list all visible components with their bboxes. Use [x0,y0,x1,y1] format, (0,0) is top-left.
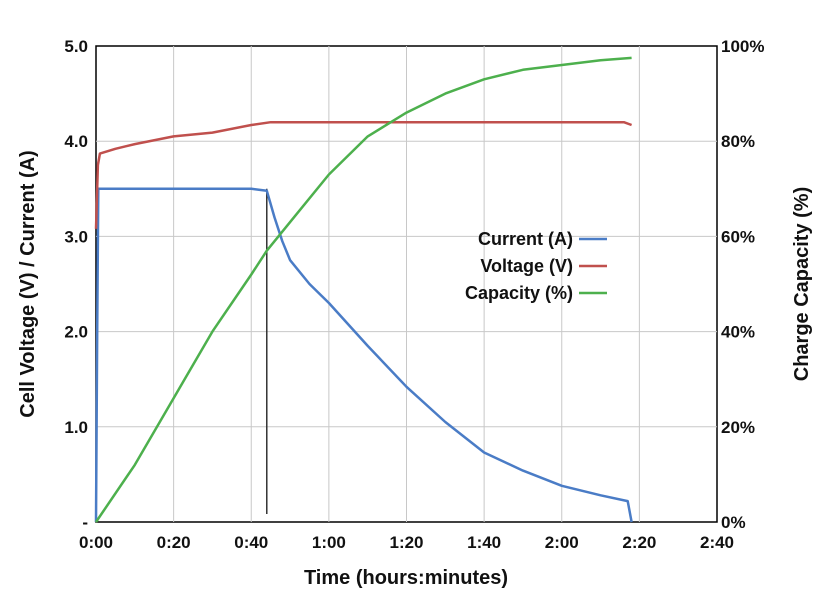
y-left-tick-label: 2.0 [64,323,88,342]
x-axis-title: Time (hours:minutes) [304,567,508,589]
y-right-tick-label: 100% [721,37,764,56]
series-layer [94,56,633,523]
y-axis-right-title: Charge Capacity (%) [791,187,813,382]
x-tick-label: 1:00 [312,533,346,552]
x-tick-label: 2:20 [622,533,656,552]
x-tick-label: 1:40 [467,533,501,552]
y-axis-left-title: Cell Voltage (V) / Current (A) [17,150,39,417]
x-tick-label: 0:00 [79,533,113,552]
x-tick-label: 1:20 [389,533,423,552]
x-tick-label: 2:00 [545,533,579,552]
x-tick-label: 0:40 [234,533,268,552]
tick-labels: 0:00 0:20 0:40 1:00 1:20 1:40 2:00 2:20 2:40 - 1.0… [64,37,764,552]
y-left-tick-label: 1.0 [64,418,88,437]
x-tick-label: 2:40 [700,533,734,552]
legend-label-capacity: Capacity (%) [465,283,573,303]
x-tick-label: 0:20 [157,533,191,552]
y-left-tick-label: 5.0 [64,37,88,56]
y-left-tick-label: - [82,513,88,532]
y-left-tick-label: 4.0 [64,132,88,151]
legend: Current (A) Voltage (V) Capacity (%) [465,229,607,303]
y-right-tick-label: 0% [721,513,746,532]
legend-label-voltage: Voltage (V) [480,256,573,276]
series-line-current-a [94,187,633,523]
y-left-tick-label: 3.0 [64,227,88,246]
series-line-voltage-v [94,120,633,229]
y-right-tick-label: 40% [721,323,755,342]
series-line-capacity [94,56,632,523]
y-right-tick-label: 80% [721,132,755,151]
legend-label-current: Current (A) [478,229,573,249]
y-right-tick-label: 20% [721,418,755,437]
y-right-tick-label: 60% [721,227,755,246]
